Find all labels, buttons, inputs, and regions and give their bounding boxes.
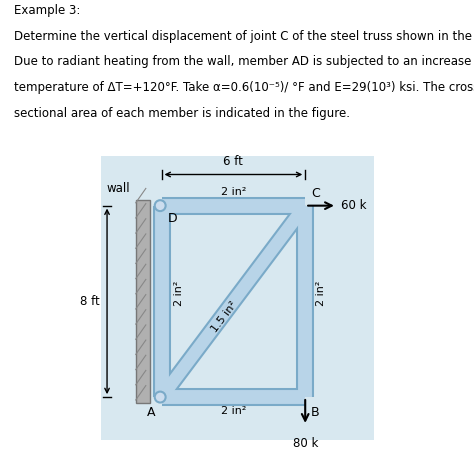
Text: sectional area of each member is indicated in the figure.: sectional area of each member is indicat… [14,107,350,120]
Text: 8 ft: 8 ft [80,295,100,308]
Text: 2 in²: 2 in² [316,281,326,306]
Text: Example 3:: Example 3: [14,4,81,17]
Text: 2 in²: 2 in² [174,281,184,306]
Text: B: B [311,406,319,419]
Text: A: A [147,406,156,419]
Text: Determine the vertical displacement of joint C of the steel truss shown in the F: Determine the vertical displacement of j… [14,30,474,43]
Text: 2 in²: 2 in² [221,406,246,416]
FancyBboxPatch shape [101,156,374,440]
Text: temperature of ΔT=+120°F. Take α=0.6(10⁻⁵)/ °F and E=29(10³) ksi. The cross-: temperature of ΔT=+120°F. Take α=0.6(10⁻… [14,81,474,94]
Text: C: C [311,188,319,201]
Circle shape [155,200,165,211]
Text: wall: wall [106,182,130,195]
Text: D: D [167,212,177,225]
Text: Due to radiant heating from the wall, member AD is subjected to an increase in: Due to radiant heating from the wall, me… [14,55,474,68]
Text: 6 ft: 6 ft [223,155,243,168]
Text: 1.5 in²: 1.5 in² [210,299,239,334]
Circle shape [155,392,165,402]
Text: 80 k: 80 k [292,437,318,450]
Bar [136,200,150,403]
Text: 2 in²: 2 in² [221,188,246,197]
Text: 60 k: 60 k [341,199,366,212]
